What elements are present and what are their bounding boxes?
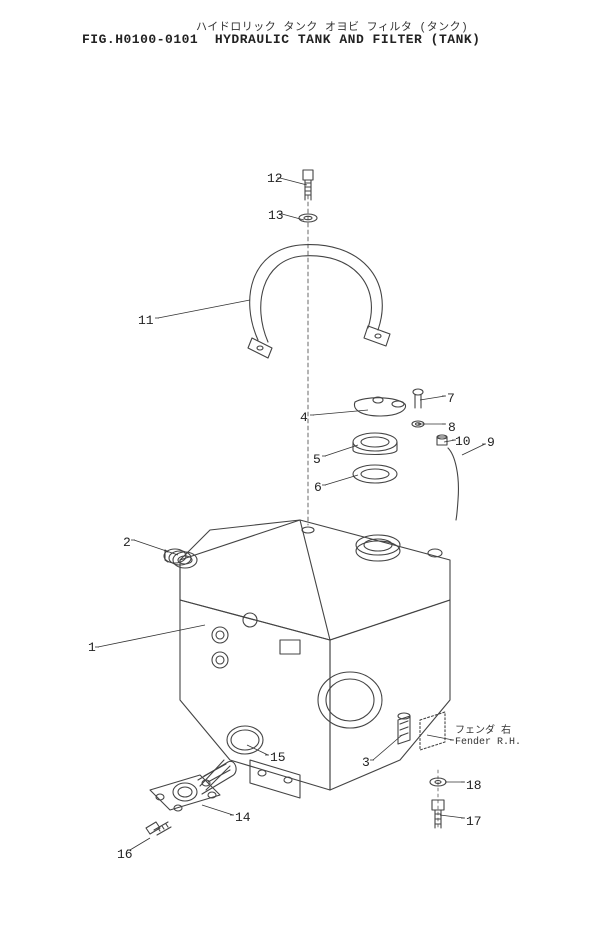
callout-2: 2 bbox=[123, 535, 131, 550]
part-1-tank bbox=[173, 520, 450, 798]
callout-16: 16 bbox=[117, 847, 133, 862]
callout-12: 12 bbox=[267, 171, 283, 186]
callout-15: 15 bbox=[270, 750, 286, 765]
part-4-cap bbox=[354, 397, 405, 416]
part-10-plug bbox=[437, 435, 447, 445]
part-16-bolt bbox=[146, 822, 171, 835]
callout-6: 6 bbox=[314, 480, 322, 495]
callout-8: 8 bbox=[448, 420, 456, 435]
callout-5: 5 bbox=[313, 452, 321, 467]
callout-3: 3 bbox=[362, 755, 370, 770]
part-14-strainer bbox=[150, 760, 236, 811]
callout-1: 1 bbox=[88, 640, 96, 655]
callout-4: 4 bbox=[300, 410, 308, 425]
callout-11: 11 bbox=[138, 313, 154, 328]
callout-9: 9 bbox=[487, 435, 495, 450]
fender-label: フェンダ 右 Fender R.H. bbox=[455, 726, 521, 748]
part-3-drain bbox=[398, 713, 410, 744]
callout-14: 14 bbox=[235, 810, 251, 825]
callout-13: 13 bbox=[268, 208, 284, 223]
callout-10: 10 bbox=[455, 434, 471, 449]
callout-7: 7 bbox=[447, 391, 455, 406]
part-5-ring bbox=[353, 433, 397, 455]
callout-18: 18 bbox=[466, 778, 482, 793]
callout-17: 17 bbox=[466, 814, 482, 829]
part-6-gasket bbox=[353, 465, 397, 483]
part-11-handle bbox=[248, 245, 390, 358]
part-7-screw bbox=[413, 389, 423, 408]
exploded-diagram bbox=[0, 0, 597, 931]
part-12-bolt bbox=[303, 170, 313, 200]
part-9-rod bbox=[448, 448, 458, 520]
